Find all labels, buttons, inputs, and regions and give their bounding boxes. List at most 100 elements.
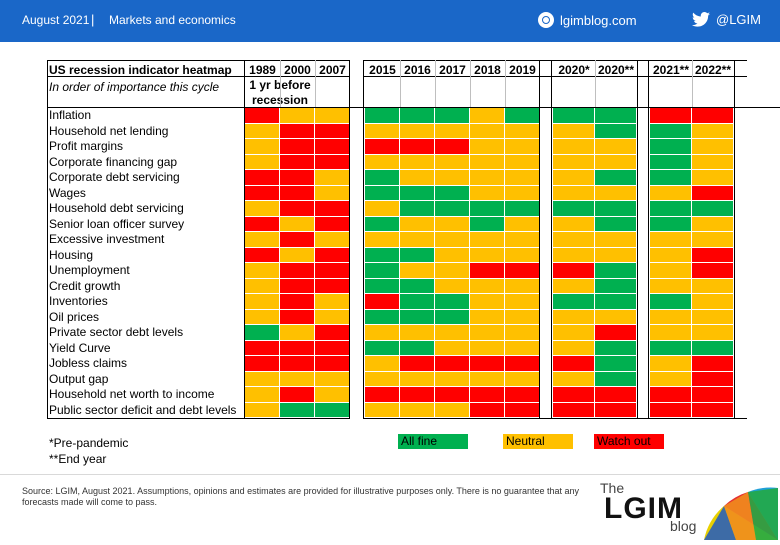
- heatmap-cell: [435, 247, 470, 263]
- heatmap-cell: [470, 216, 505, 232]
- heatmap-cell: [595, 185, 637, 201]
- heatmap-cell: [505, 201, 540, 217]
- grid-line: [47, 76, 350, 77]
- heatmap-cell: [692, 278, 734, 294]
- heatmap-cell: [365, 402, 400, 418]
- grid-line: [349, 60, 350, 418]
- heatmap-cell: [280, 309, 315, 325]
- heatmap-cell: [692, 387, 734, 403]
- row-label: Inventories: [49, 294, 108, 308]
- heatmap-cell: [470, 123, 505, 139]
- grid-line: [363, 76, 747, 77]
- source-note: Source: LGIM, August 2021. Assumptions, …: [22, 486, 579, 507]
- heatmap-cell: [692, 232, 734, 248]
- heatmap-cell: [435, 294, 470, 310]
- heatmap-cell: [505, 170, 540, 186]
- heatmap-cell: [553, 278, 595, 294]
- heatmap-cell: [245, 340, 280, 356]
- heatmap-cell: [692, 154, 734, 170]
- heatmap-cell: [553, 263, 595, 279]
- heatmap-cell: [553, 247, 595, 263]
- heatmap-cell: [400, 402, 435, 418]
- heatmap-cell: [505, 232, 540, 248]
- heatmap-cell: [280, 123, 315, 139]
- heatmap-cell: [650, 309, 692, 325]
- heatmap-cell: [315, 108, 350, 124]
- heatmap-cell: [470, 170, 505, 186]
- year-header: 2020**: [597, 63, 635, 77]
- heatmap-cell: [595, 154, 637, 170]
- heatmap-cell: [365, 356, 400, 372]
- heatmap-cell: [692, 356, 734, 372]
- heatmap-cell: [245, 387, 280, 403]
- year-header: 2017: [439, 63, 466, 77]
- twitter-handle: @LGIM: [716, 12, 761, 27]
- heatmap-cell: [365, 123, 400, 139]
- row-label: Excessive investment: [49, 232, 165, 246]
- row-label: Household net worth to income: [49, 387, 215, 401]
- heatmap-cell: [435, 154, 470, 170]
- heatmap-subtitle: In order of importance this cycle: [49, 80, 220, 94]
- heatmap-cell: [470, 232, 505, 248]
- heatmap-cell: [365, 387, 400, 403]
- blog-icon: [538, 12, 554, 28]
- heatmap-cell: [595, 402, 637, 418]
- heatmap-cell: [650, 278, 692, 294]
- logo-main: LGIM: [604, 492, 683, 525]
- heatmap-cell: [245, 278, 280, 294]
- heatmap-cell: [470, 247, 505, 263]
- heatmap-cell: [505, 387, 540, 403]
- heatmap-cell: [650, 201, 692, 217]
- heatmap-cell: [470, 387, 505, 403]
- heatmap-cell: [505, 139, 540, 155]
- heatmap-cell: [595, 123, 637, 139]
- heatmap-cell: [315, 139, 350, 155]
- heatmap-cell: [595, 371, 637, 387]
- heatmap-cell: [280, 170, 315, 186]
- heatmap-cell: [595, 325, 637, 341]
- header-divider: [315, 60, 316, 107]
- heatmap-cell: [595, 139, 637, 155]
- heatmap-cell: [650, 216, 692, 232]
- heatmap-cell: [470, 371, 505, 387]
- heatmap-title: US recession indicator heatmap: [49, 63, 232, 77]
- heatmap-cell: [315, 185, 350, 201]
- heatmap-cell: [470, 294, 505, 310]
- heatmap-cell: [245, 309, 280, 325]
- heatmap-cell: [315, 247, 350, 263]
- heatmap-cell: [692, 185, 734, 201]
- grid-line: [637, 60, 638, 418]
- heatmap-cell: [315, 325, 350, 341]
- umbrella-icon: [704, 487, 778, 540]
- heatmap-cell: [692, 340, 734, 356]
- twitter-link[interactable]: @LGIM: [692, 12, 761, 27]
- grid-line: [47, 60, 350, 61]
- logo-the: The: [600, 480, 625, 496]
- grid-line: [363, 60, 747, 61]
- heatmap-cell: [245, 154, 280, 170]
- heatmap-cell: [595, 263, 637, 279]
- heatmap-cell: [650, 170, 692, 186]
- heatmap-cell: [435, 263, 470, 279]
- heatmap-cell: [245, 356, 280, 372]
- lgim-blog-logo[interactable]: The LGIM blog: [588, 478, 778, 540]
- header-divider: [470, 60, 471, 107]
- heatmap-cell: [365, 309, 400, 325]
- row-label: Household debt servicing: [49, 201, 184, 215]
- heatmap-cell: [553, 402, 595, 418]
- heatmap-cell: [692, 123, 734, 139]
- heatmap-cell: [505, 309, 540, 325]
- heatmap-cell: [692, 309, 734, 325]
- heatmap-cell: [470, 356, 505, 372]
- heatmap-cell: [692, 108, 734, 124]
- site-link[interactable]: lgimblog.com: [538, 12, 637, 28]
- heatmap-cell: [505, 123, 540, 139]
- heatmap-cell: [245, 325, 280, 341]
- heatmap-cell: [595, 170, 637, 186]
- heatmap-cell: [553, 371, 595, 387]
- heatmap-cell: [650, 108, 692, 124]
- heatmap-cell: [280, 185, 315, 201]
- section-label[interactable]: Markets and economics: [109, 13, 236, 27]
- heatmap-cell: [650, 154, 692, 170]
- heatmap-cell: [435, 139, 470, 155]
